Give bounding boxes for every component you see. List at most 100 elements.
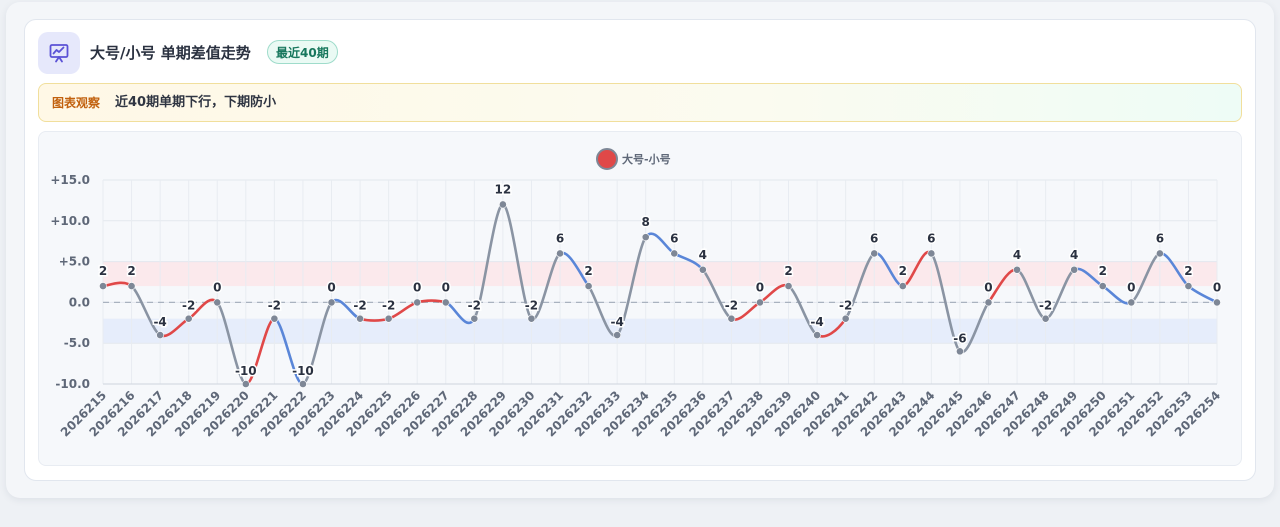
chart-panel (38, 131, 1242, 466)
data-point (698, 265, 707, 274)
data-label: 6 (1156, 231, 1164, 245)
data-label: -6 (953, 331, 966, 345)
data-label: -2 (182, 299, 195, 313)
data-label: 12 (495, 182, 512, 196)
data-point (413, 298, 422, 307)
data-label: 0 (442, 280, 450, 294)
data-label: -2 (1039, 299, 1052, 313)
data-label: 4 (699, 248, 707, 262)
data-point (1213, 298, 1221, 307)
data-label: -10 (235, 364, 257, 378)
data-label: 2 (127, 264, 135, 278)
y-tick-label: -10.0 (55, 377, 90, 391)
data-point (813, 331, 822, 339)
upper-reference-band (103, 261, 1217, 287)
data-label: 6 (927, 231, 935, 245)
data-label: -4 (610, 315, 623, 329)
data-label: 0 (984, 280, 992, 294)
data-label: -2 (725, 299, 738, 313)
data-point (156, 331, 165, 339)
data-label: 0 (327, 280, 335, 294)
series-line-segment (930, 252, 962, 353)
data-point (441, 298, 450, 307)
data-label: 0 (1127, 280, 1135, 294)
period-badge: 最近40期 (267, 40, 338, 64)
y-tick-label: 0.0 (69, 295, 90, 309)
data-label: 2 (1099, 264, 1107, 278)
data-point (1013, 265, 1021, 274)
data-label: -4 (810, 315, 823, 329)
y-tick-label: +10.0 (50, 214, 90, 228)
data-point (498, 200, 507, 209)
y-tick-label: +5.0 (59, 255, 90, 269)
data-point (841, 314, 850, 323)
data-point (127, 282, 136, 290)
data-label: -2 (468, 299, 481, 313)
data-point (984, 298, 993, 307)
legend-marker (596, 148, 618, 170)
data-point (641, 233, 650, 242)
series-line-segment (473, 203, 505, 321)
data-point (956, 347, 964, 356)
data-point (584, 282, 593, 290)
data-label: 0 (213, 280, 221, 294)
data-point (356, 314, 364, 323)
series-line-segment (501, 203, 533, 321)
data-label: 6 (870, 231, 878, 245)
data-label: 0 (413, 280, 421, 294)
data-point (756, 298, 764, 307)
data-label: -2 (382, 299, 395, 313)
data-point (1127, 298, 1136, 307)
data-point (556, 249, 564, 258)
data-point (470, 314, 479, 323)
data-label: 4 (1070, 248, 1078, 262)
data-point (527, 314, 536, 323)
data-point (1184, 282, 1193, 290)
data-label: -4 (153, 315, 166, 329)
observation-text: 近40期单期下行，下期防小 (115, 95, 277, 110)
data-point (1070, 265, 1079, 274)
data-point (1155, 249, 1164, 258)
data-label: 2 (899, 264, 907, 278)
data-point (99, 282, 107, 290)
data-point (784, 282, 793, 290)
observation-banner: 图表观察 近40期单期下行，下期防小 (38, 83, 1242, 122)
data-label: 0 (1213, 280, 1221, 294)
data-label: -10 (292, 364, 314, 378)
data-label: -2 (353, 299, 366, 313)
data-point (384, 314, 393, 323)
data-label: -2 (268, 299, 281, 313)
data-label: 4 (1013, 248, 1021, 262)
data-point (613, 331, 622, 339)
chart-card-title: 大号/小号 单期差值走势 (90, 44, 251, 62)
trend-chart-icon (38, 32, 80, 74)
data-label: 2 (784, 264, 792, 278)
legend-label: 大号-小号 (622, 152, 671, 166)
data-point (213, 298, 222, 307)
data-label: 6 (556, 231, 564, 245)
data-point (670, 249, 679, 258)
series-line-segment (758, 283, 790, 304)
data-label: 6 (670, 231, 678, 245)
data-point (1098, 282, 1107, 290)
lower-reference-band (103, 318, 1217, 344)
data-label: -2 (839, 299, 852, 313)
data-point (184, 314, 193, 323)
data-label: 2 (1184, 264, 1192, 278)
y-tick-label: +15.0 (50, 173, 90, 187)
data-label: 2 (99, 264, 107, 278)
data-point (898, 282, 907, 290)
observation-label: 图表观察 (52, 96, 101, 110)
data-point (327, 298, 336, 307)
data-point (270, 314, 279, 323)
data-point (870, 249, 879, 258)
data-point (727, 314, 736, 323)
data-point (299, 380, 307, 388)
data-point (1041, 314, 1050, 323)
data-label: 0 (756, 280, 764, 294)
data-point (241, 380, 250, 388)
y-tick-label: -5.0 (64, 336, 90, 350)
series-line-segment (615, 235, 648, 337)
data-point (927, 249, 936, 258)
